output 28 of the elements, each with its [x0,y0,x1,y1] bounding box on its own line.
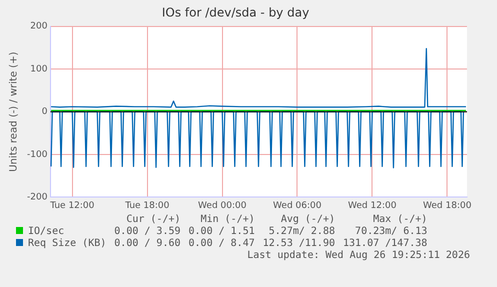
x-tick-label: Wed 18:00 [423,200,472,211]
text: 0.00 / 1.51 [188,226,256,238]
x-tick-label: Wed 12:00 [348,200,397,211]
y-tick-label: -200 [26,192,48,203]
y-tick-label: 100 [30,64,48,74]
x-tick-label: Tue 12:00 [49,200,95,211]
chart-title: IOs for /dev/sda - by day [162,5,310,20]
text: 131.07 /147.38 [343,238,428,250]
legend-label: Req Size (KB) [27,238,108,250]
text: 0.00 / 8.47 [188,238,256,250]
text: 5.27m/ 2.88 [268,226,336,238]
y-axis-title: Units read (-) / write (+) [8,52,20,172]
text: Last update: Wed Aug 26 19:25:11 2026 [246,250,470,261]
text: Avg (-/+) [280,214,336,226]
text: 0.00 / 9.60 [113,238,182,250]
text: Max (-/+) [372,214,428,226]
text: Cur (-/+) [125,214,182,226]
text: Min (-/+) [200,214,256,226]
x-tick-label: Tue 18:00 [124,200,170,211]
x-tick-label: Wed 06:00 [273,200,322,211]
y-tick-label: -100 [26,150,48,160]
text: 12.53 /11.90 [262,238,336,250]
text: 0.00 / 3.59 [113,226,182,238]
legend-label: IO/sec [27,226,66,238]
x-tick-label: Wed 00:00 [198,200,247,211]
y-tick-label: 200 [30,22,48,32]
text: 70.23m/ 6.13 [354,226,428,238]
y-tick-label: 0 [42,107,48,118]
